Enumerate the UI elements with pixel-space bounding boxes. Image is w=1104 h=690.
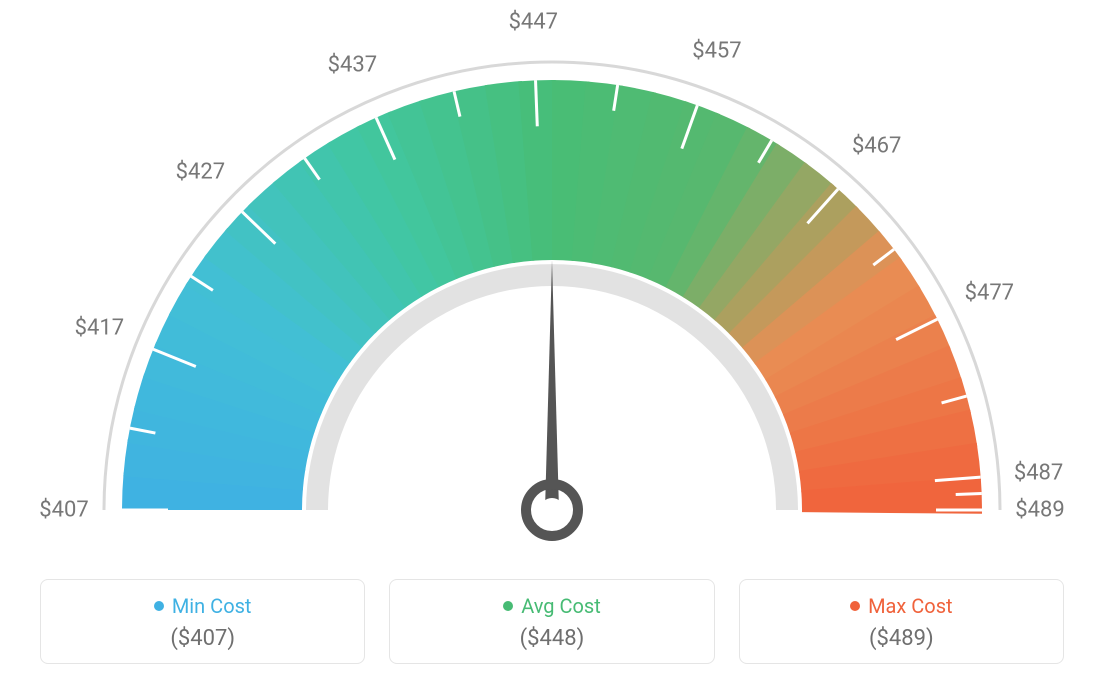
gauge-tick-label: $487: [1014, 460, 1063, 485]
legend-label: Avg Cost: [521, 594, 601, 618]
cost-gauge-widget: $407 $417 $427 $437 $447 $457 $467 $477 $487 $489…: [0, 0, 1104, 690]
gauge-tick-label: $437: [328, 52, 377, 77]
gauge-tick-label: $457: [692, 38, 741, 63]
legend-value: ($489): [750, 626, 1053, 651]
gauge-tick-label: $417: [75, 315, 124, 340]
gauge-tick-label: $427: [176, 159, 225, 184]
gauge-chart: $407 $417 $427 $437 $447 $457 $467 $477 $487 $489: [0, 0, 1104, 560]
legend-label: Max Cost: [868, 594, 953, 618]
gauge-tick-label: $489: [1015, 498, 1064, 523]
gauge-tick-label: $467: [852, 133, 901, 158]
legend: Min Cost ($407) Avg Cost ($448) Max Cost ($48…: [40, 579, 1064, 664]
legend-label-row: Min Cost: [154, 594, 252, 618]
legend-dot-icon: [850, 601, 860, 611]
legend-value: ($448): [400, 626, 703, 651]
gauge-tick-label: $447: [509, 10, 558, 35]
legend-label-row: Avg Cost: [503, 594, 601, 618]
legend-label: Min Cost: [172, 594, 252, 618]
gauge-tick-label: $477: [965, 281, 1014, 306]
legend-label-row: Max Cost: [850, 594, 953, 618]
legend-item: Min Cost ($407): [40, 579, 365, 664]
legend-item: Max Cost ($489): [739, 579, 1064, 664]
gauge-tick-label: $407: [39, 498, 88, 523]
legend-value: ($407): [51, 626, 354, 651]
legend-dot-icon: [154, 601, 164, 611]
legend-dot-icon: [503, 601, 513, 611]
legend-item: Avg Cost ($448): [389, 579, 714, 664]
